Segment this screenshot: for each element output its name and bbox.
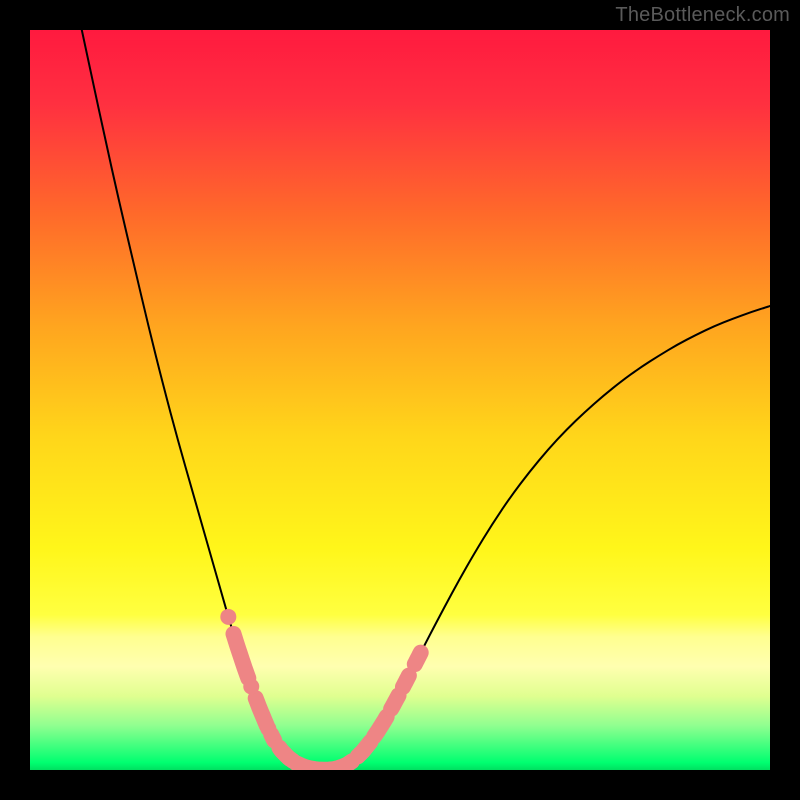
overlay-segment [358, 742, 371, 756]
overlay-segment [296, 761, 352, 769]
overlay-dot [243, 679, 259, 695]
watermark-label: TheBottleneck.com [615, 4, 790, 27]
overlay-segment [403, 676, 409, 687]
overlay-segment [374, 717, 387, 737]
overlay-dot [220, 609, 236, 625]
plot-background [30, 30, 770, 770]
overlay-dot [285, 753, 301, 769]
overlay-segment [391, 695, 398, 709]
chart-stage: TheBottleneck.com [0, 0, 800, 800]
overlay-dot [260, 721, 276, 737]
overlay-segment [415, 653, 421, 665]
chart-svg [0, 0, 800, 800]
